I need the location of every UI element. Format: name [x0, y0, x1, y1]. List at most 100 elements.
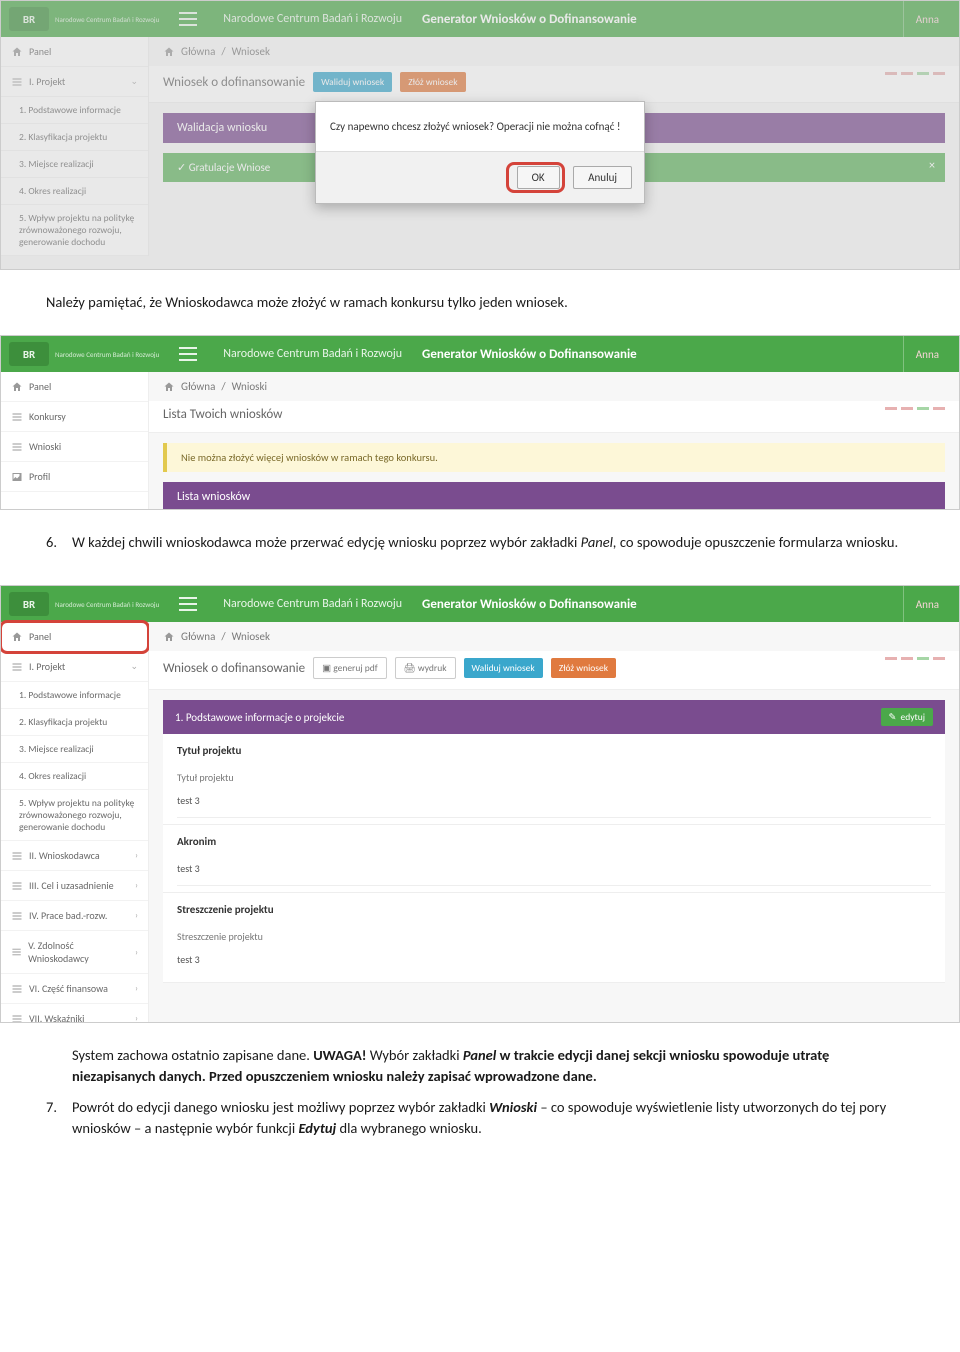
list-icon — [11, 661, 23, 673]
breadcrumb: Główna / Wniosek — [149, 622, 959, 651]
content: Główna / Wnioski Lista Twoich wniosków N… — [149, 372, 959, 510]
paragraph-body: Powrót do edycji danego wniosku jest moż… — [72, 1097, 914, 1139]
sidebar-item-profil[interactable]: Profil — [1, 462, 148, 492]
topbar: BR Narodowe Centrum Badań i Rozwoju Naro… — [1, 336, 959, 372]
chevron-right-icon: › — [135, 1013, 138, 1023]
user-menu[interactable]: Anna — [903, 586, 951, 622]
form-block: Streszczenie projektu Streszczenie proje… — [163, 893, 945, 983]
list-icon — [11, 910, 23, 922]
home-icon — [163, 381, 175, 393]
pdf-button[interactable]: ▣ generuj pdf — [313, 657, 387, 679]
sidebar: Panel Konkursy Wnioski Profil — [1, 372, 149, 510]
sidebar-sub-item[interactable]: 1. Podstawowe informacje — [1, 682, 148, 709]
topbar-title: Narodowe Centrum Badań i Rozwoju — [223, 347, 402, 361]
sidebar-section[interactable]: II. Wnioskodawca› — [1, 841, 148, 871]
dialog-footer: OK Anuluj — [316, 151, 644, 203]
yellow-banner: Nie można złożyć więcej wniosków w ramac… — [163, 443, 945, 472]
list-number: 7. — [46, 1097, 72, 1139]
logo-subtitle: Narodowe Centrum Badań i Rozwoju — [55, 351, 159, 358]
paragraph-body: System zachowa ostatnio zapisane dane. U… — [46, 1045, 914, 1087]
list-icon — [11, 411, 23, 423]
logo: BR — [9, 342, 49, 366]
home-icon — [163, 631, 175, 643]
paragraph-2: 6. W każdej chwili wnioskodawca może prz… — [0, 510, 960, 585]
validate-button[interactable]: Waliduj wniosek — [464, 658, 543, 678]
breadcrumb-home[interactable]: Główna — [181, 380, 215, 393]
field-value: test 3 — [177, 856, 931, 886]
chevron-right-icon: › — [135, 947, 138, 958]
sidebar-section[interactable]: VII. Wskaźniki› — [1, 1004, 148, 1023]
sidebar-section[interactable]: V. Zdolność Wnioskodawcy› — [1, 931, 148, 974]
sidebar-item-panel[interactable]: Panel — [1, 622, 148, 652]
sidebar-sub-item[interactable]: 4. Okres realizacji — [1, 763, 148, 790]
form-block: Tytuł projektu Tytuł projektu test 3 — [163, 734, 945, 825]
hamburger-icon[interactable] — [179, 597, 197, 611]
ok-highlight: OK — [506, 162, 565, 193]
field-label: Tytuł projektu — [177, 765, 931, 788]
sidebar-section[interactable]: VI. Część finansowa› — [1, 974, 148, 1004]
submit-button[interactable]: Złóż wniosek — [551, 658, 616, 678]
logo-subtitle: Narodowe Centrum Badań i Rozwoju — [55, 601, 159, 608]
page-title-row: Wniosek o dofinansowanie ▣ generuj pdf 🖨… — [149, 651, 959, 690]
breadcrumb-sep: / — [221, 630, 225, 643]
form-header-text: 1. Podstawowe informacje o projekcie — [175, 711, 344, 724]
breadcrumb-current: Wnioski — [232, 380, 267, 393]
sidebar-label: Wnioski — [29, 440, 61, 453]
field-title: Akronim — [177, 835, 931, 856]
home-icon — [11, 381, 23, 393]
breadcrumb-current: Wniosek — [232, 630, 270, 643]
paragraph-text: Należy pamiętać, że Wnioskodawca może zł… — [46, 292, 914, 313]
sidebar-section[interactable]: IV. Prace bad.-rozw.› — [1, 901, 148, 931]
chevron-right-icon: › — [135, 880, 138, 891]
sidebar-item-project[interactable]: I. Projekt ⌄ — [1, 652, 148, 682]
screenshot-2: BR Narodowe Centrum Badań i Rozwoju Naro… — [0, 335, 960, 510]
user-menu[interactable]: Anna — [903, 336, 951, 372]
edit-button[interactable]: ✎ edytuj — [881, 708, 933, 726]
page-title-row: Lista Twoich wniosków — [149, 401, 959, 433]
home-icon — [11, 631, 23, 643]
topbar-title: Narodowe Centrum Badań i Rozwoju — [223, 597, 402, 611]
sidebar-item-wnioski[interactable]: Wnioski — [1, 432, 148, 462]
sidebar-sub-item[interactable]: 2. Klasyfikacja projektu — [1, 709, 148, 736]
paragraph-1: Należy pamiętać, że Wnioskodawca może zł… — [0, 270, 960, 335]
list-icon — [11, 880, 23, 892]
sidebar-label: Panel — [29, 630, 51, 643]
breadcrumb-home[interactable]: Główna — [181, 630, 215, 643]
screenshot-3: BR Narodowe Centrum Badań i Rozwoju Naro… — [0, 585, 960, 1023]
cancel-button[interactable]: Anuluj — [573, 166, 632, 189]
sidebar-item-panel[interactable]: Panel — [1, 372, 148, 402]
field-value: test 3 — [177, 947, 931, 976]
sidebar-section[interactable]: III. Cel i uzasadnienie› — [1, 871, 148, 901]
ok-button[interactable]: OK — [517, 166, 560, 189]
content: Główna / Wniosek Wniosek o dofinansowani… — [149, 622, 959, 1023]
field-value: test 3 — [177, 788, 931, 818]
print-icon: 🖨 — [404, 662, 416, 674]
sidebar-sub-item[interactable]: 5. Wpływ projektu na politykę zrównoważo… — [1, 790, 148, 841]
breadcrumb: Główna / Wnioski — [149, 372, 959, 401]
logo: BR — [9, 592, 49, 616]
window-controls — [885, 407, 945, 410]
form-header: 1. Podstawowe informacje o projekcie ✎ e… — [163, 700, 945, 734]
sidebar-item-konkursy[interactable]: Konkursy — [1, 402, 148, 432]
sidebar-label: Konkursy — [29, 410, 66, 423]
paragraph-3: System zachowa ostatnio zapisane dane. U… — [0, 1023, 960, 1171]
list-icon — [11, 850, 23, 862]
sidebar-sub-item[interactable]: 3. Miejsce realizacji — [1, 736, 148, 763]
print-button[interactable]: 🖨 wydruk — [395, 657, 456, 679]
sidebar-label: Panel — [29, 380, 51, 393]
sidebar-label: Profil — [29, 470, 50, 483]
sidebar-label: I. Projekt — [29, 660, 65, 673]
list-number: 6. — [46, 532, 72, 553]
list-icon — [11, 983, 23, 995]
hamburger-icon[interactable] — [179, 347, 197, 361]
chevron-right-icon: › — [135, 850, 138, 861]
purple-panel: Lista wniosków — [163, 482, 945, 510]
chevron-down-icon: ⌄ — [130, 661, 138, 672]
chevron-right-icon: › — [135, 983, 138, 994]
list-icon — [11, 441, 23, 453]
dialog-text: Czy napewno chcesz złożyć wniosek? Opera… — [316, 102, 644, 151]
pdf-icon: ▣ — [322, 662, 331, 674]
confirm-dialog: Czy napewno chcesz złożyć wniosek? Opera… — [315, 101, 645, 204]
field-title: Tytuł projektu — [177, 744, 931, 765]
list-icon — [11, 946, 22, 958]
